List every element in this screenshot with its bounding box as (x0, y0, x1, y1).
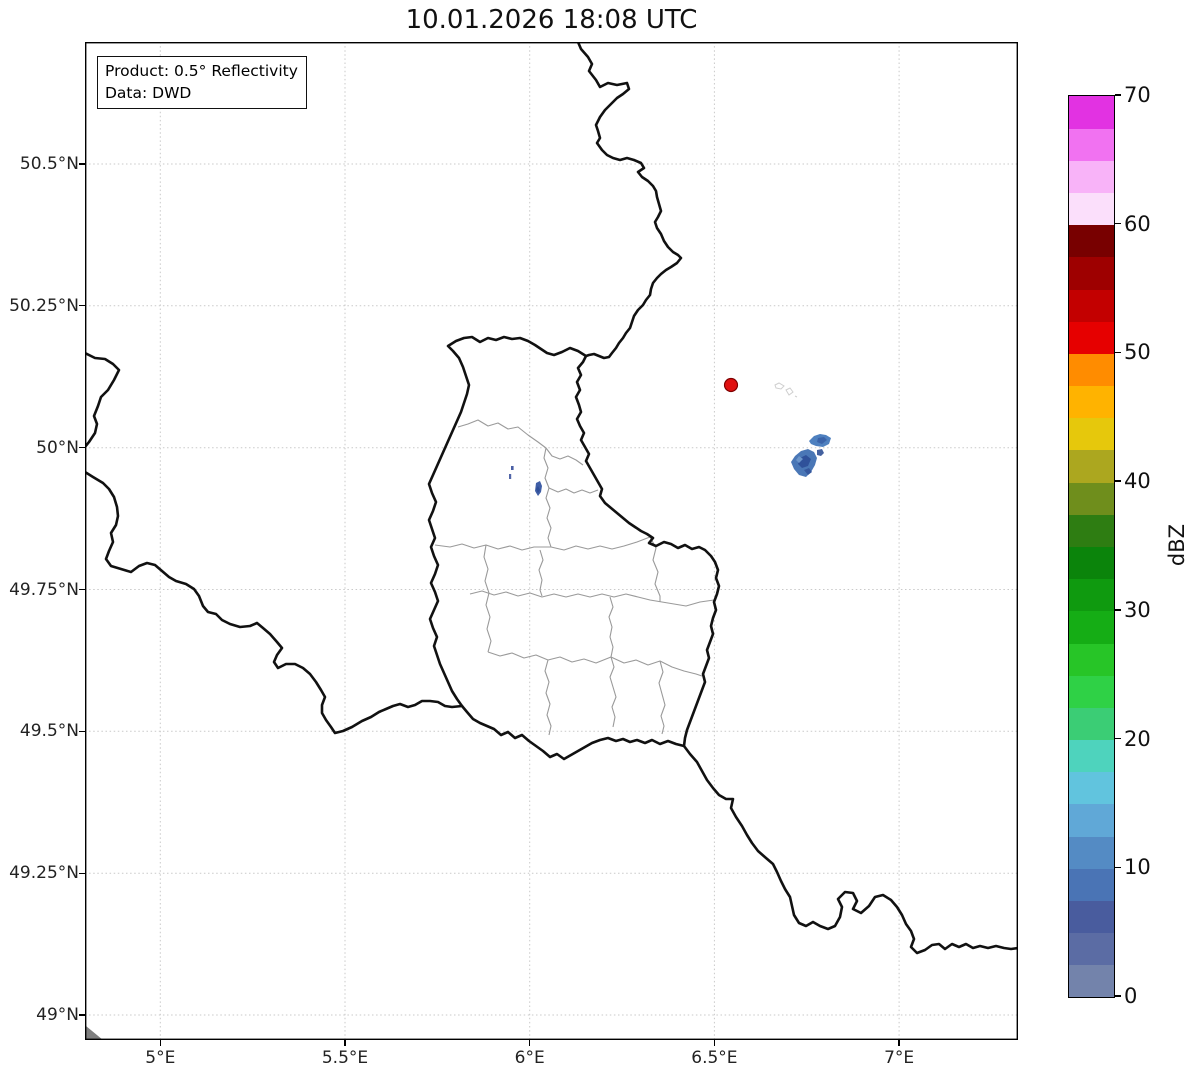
colorbar-segment (1069, 578, 1114, 612)
colorbar-segment (1069, 643, 1114, 676)
colorbar-segment (1069, 482, 1114, 515)
colorbar-segment (1069, 836, 1114, 869)
colorbar-tick-mark (1115, 94, 1121, 96)
colorbar-tick-mark (1115, 351, 1121, 354)
colorbar-tick-label: 40 (1124, 469, 1151, 494)
colorbar-tick-mark (1115, 737, 1121, 740)
colorbar-segment (1069, 449, 1114, 483)
lat-tick-label: 49.5°N (19, 721, 79, 742)
colorbar (1068, 95, 1115, 998)
lat-tick-label: 50°N (36, 437, 79, 458)
lon-tick-label: 5°E (145, 1048, 176, 1068)
colorbar-segment (1069, 546, 1114, 580)
colorbar-segment (1069, 321, 1114, 354)
colorbar-tick-mark (1115, 480, 1121, 482)
colorbar-segment (1069, 932, 1114, 966)
lon-tick-mark (529, 1040, 531, 1046)
colorbar-tick-label: 50 (1124, 340, 1151, 365)
colorbar-segment (1069, 224, 1114, 258)
colorbar-tick-mark (1115, 866, 1121, 868)
colorbar-segment (1069, 900, 1114, 934)
lat-tick-mark (79, 588, 85, 591)
grid-lines (85, 42, 1018, 1040)
colorbar-segment (1069, 192, 1114, 226)
colorbar-tick-label: 60 (1124, 211, 1151, 236)
colorbar-segment (1069, 610, 1114, 644)
colorbar-tick-label: 70 (1124, 83, 1151, 107)
colorbar-segment (1069, 417, 1114, 451)
product-line: Product: 0.5° Reflectivity (105, 62, 298, 80)
colorbar-tick-label: 30 (1124, 597, 1151, 622)
colorbar-axis-label: dBZ (1165, 523, 1189, 567)
lat-tick-label: 49.75°N (9, 579, 79, 600)
country-borders (85, 42, 1018, 955)
lon-tick-label: 5.5°E (321, 1048, 369, 1068)
axes-spine (85, 42, 1018, 1040)
colorbar-tick-label: 20 (1124, 726, 1151, 751)
colorbar-tick-label: 0 (1124, 984, 1138, 1008)
colorbar-tick-mark (1115, 995, 1121, 997)
lon-tick-mark (159, 1040, 161, 1046)
lat-tick-label: 50.5°N (19, 154, 79, 174)
colorbar-tick-label: 10 (1124, 855, 1151, 880)
figure-title: 10.01.2026 18:08 UTC (405, 5, 698, 35)
colorbar-segment (1069, 771, 1114, 805)
colorbar-segment (1069, 707, 1114, 741)
lat-tick-label: 49.25°N (9, 863, 79, 884)
canton-borders (434, 419, 715, 736)
lon-tick-mark (344, 1040, 346, 1046)
data-source-line: Data: DWD (105, 84, 192, 102)
lon-tick-label: 6°E (514, 1048, 545, 1068)
colorbar-segment (1069, 289, 1114, 322)
colorbar-segment (1069, 514, 1114, 547)
lat-tick-mark (79, 163, 85, 165)
lon-tick-mark (898, 1040, 900, 1046)
map-plot-area (85, 42, 1018, 1040)
colorbar-segment (1069, 868, 1114, 901)
colorbar-segment (1069, 964, 1114, 998)
lon-tick-label: 6.5°E (691, 1048, 738, 1068)
colorbar-segment (1069, 675, 1114, 708)
radar-echo-patches (509, 434, 831, 496)
colorbar-segment (1069, 96, 1114, 129)
colorbar-segment (1069, 385, 1114, 419)
colorbar-segment (1069, 739, 1114, 773)
colorbar-segment (1069, 256, 1114, 290)
corner-land-wedge (86, 1026, 103, 1040)
lat-tick-mark (79, 1014, 85, 1016)
lat-tick-mark (79, 730, 85, 732)
lon-tick-label: 7°E (884, 1048, 915, 1068)
colorbar-segment (1069, 353, 1114, 387)
colorbar-segment (1069, 128, 1114, 161)
lon-tick-mark (713, 1040, 716, 1046)
radar-site-marker (723, 377, 739, 393)
lat-tick-mark (79, 872, 85, 874)
lat-tick-label: 50.25°N (9, 295, 79, 316)
faint-echo-contours (774, 382, 798, 398)
lat-tick-mark (79, 447, 85, 449)
colorbar-segment (1069, 803, 1114, 837)
colorbar-tick-mark (1115, 223, 1121, 225)
lat-tick-label: 49°N (36, 1005, 79, 1025)
colorbar-tick-mark (1115, 609, 1121, 611)
product-info-box: Product: 0.5° Reflectivity Data: DWD (97, 56, 307, 109)
colorbar-segment (1069, 160, 1114, 194)
lat-tick-mark (79, 305, 85, 307)
